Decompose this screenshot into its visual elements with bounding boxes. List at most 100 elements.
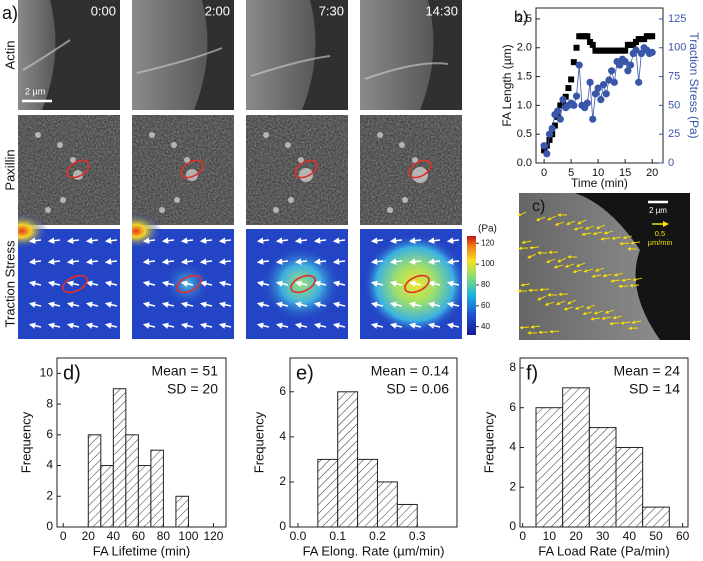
y-axis-label: Frequency: [481, 411, 496, 473]
histogram-bar: [615, 446, 644, 528]
y-tick-label: 6: [279, 384, 286, 398]
velocity-arrow: [553, 264, 564, 269]
force-arrow: [28, 322, 42, 329]
data-point: [573, 44, 580, 51]
colorbar-tick-label: 60: [481, 301, 490, 310]
velocity-arrow: [590, 317, 601, 321]
data-point: [562, 93, 569, 100]
velocity-arrow: [622, 235, 633, 240]
force-arrow: [104, 301, 118, 308]
paxillin-spot: [70, 157, 76, 163]
y-tick-label: 2: [509, 479, 516, 493]
velocity-arrow: [535, 216, 546, 222]
data-point: [637, 49, 645, 58]
velocity-arrow: [575, 262, 586, 268]
force-arrow: [218, 237, 232, 244]
histogram-bar: [125, 434, 139, 528]
force-arrow: [85, 280, 99, 287]
force-arrow: [294, 301, 308, 308]
x-axis-label: FA Load Rate (Pa/min): [538, 543, 670, 558]
force-arrow: [47, 280, 61, 287]
force-arrow: [313, 258, 327, 265]
force-arrow: [66, 258, 80, 265]
force-arrow: [180, 280, 194, 287]
row-label: Traction Stress: [2, 240, 17, 327]
force-arrow: [104, 258, 118, 265]
time-label: 2:00: [205, 3, 230, 18]
force-arrow: [294, 237, 308, 244]
x-tick-label: 0.0: [290, 529, 307, 543]
paxillin-spot: [171, 142, 177, 148]
y-tick-label: 2.0: [517, 42, 532, 54]
data-point: [548, 124, 556, 133]
force-arrow: [275, 280, 289, 287]
paxillin-spot: [299, 168, 313, 182]
paxillin-spot: [402, 197, 408, 203]
velocity-arrow: [577, 219, 587, 225]
velocity-arrow: [609, 321, 620, 326]
x-tick-label: 0: [60, 529, 67, 543]
y-tick-label: 0.0: [517, 157, 532, 169]
fa-outline: [66, 159, 90, 179]
panel-label: c): [532, 198, 545, 215]
fa-outline: [408, 159, 432, 179]
data-point: [648, 48, 656, 56]
velocity-arrow: [582, 311, 593, 316]
x-tick-label: 0: [519, 529, 526, 543]
data-point: [551, 122, 558, 129]
data-point: [554, 107, 562, 115]
y2-tick-label: 0: [668, 157, 674, 169]
histogram-bar: [357, 458, 378, 528]
data-point: [556, 115, 564, 123]
actin-fiber: [364, 62, 449, 80]
force-arrow: [180, 258, 194, 265]
force-arrow: [218, 280, 232, 287]
force-arrow: [199, 280, 213, 287]
velocity-arrow: [591, 274, 602, 278]
velocity-arrow: [629, 283, 640, 288]
velocity-arrow: [604, 309, 615, 314]
force-arrow: [85, 237, 99, 244]
data-point: [624, 67, 632, 75]
y-tick-label: 1.5: [517, 70, 532, 82]
force-arrow: [85, 322, 99, 329]
x-tick-label: 100: [178, 529, 198, 543]
velocity-arrow: [530, 325, 541, 329]
velocity-arrow: [539, 287, 550, 292]
annotation: SD = 0.06: [386, 381, 449, 397]
force-arrow: [446, 258, 460, 265]
velocity-arrow: [529, 245, 540, 250]
velocity-arrow: [610, 279, 621, 283]
force-arrow: [256, 237, 270, 244]
force-arrow: [218, 322, 232, 329]
y2-tick-label: 125: [668, 13, 686, 25]
force-arrow: [85, 301, 99, 308]
x-tick-label: 40: [107, 529, 121, 543]
y-axis-label: Frequency: [18, 411, 33, 473]
velocity-arrow: [583, 268, 594, 273]
annotation: Mean = 0.14: [371, 363, 449, 379]
velocity-arrow: [520, 283, 531, 287]
force-arrow: [370, 322, 384, 329]
y-tick-label: 4: [509, 440, 516, 454]
velocity-arrow: [602, 273, 613, 278]
force-arrow: [275, 301, 289, 308]
velocity-arrow: [611, 236, 622, 240]
paxillin-spot: [377, 132, 383, 138]
paxillin-spot: [285, 142, 291, 148]
chart: 0 5 10 15 200.00.51.01.52.02.50255075100125T…: [500, 7, 701, 190]
paxillin-spot: [298, 157, 304, 163]
data-point: [591, 90, 600, 98]
force-arrow: [389, 322, 403, 329]
force-arrow: [275, 322, 289, 329]
force-arrow: [199, 258, 213, 265]
force-arrow: [66, 322, 80, 329]
panel-label: e): [296, 362, 314, 384]
force-arrow: [161, 322, 175, 329]
force-arrow: [256, 280, 270, 287]
velocity-arrow: [600, 237, 611, 241]
data-point: [570, 59, 577, 66]
data-point: [622, 47, 629, 54]
x-tick-label: 10: [592, 167, 604, 179]
